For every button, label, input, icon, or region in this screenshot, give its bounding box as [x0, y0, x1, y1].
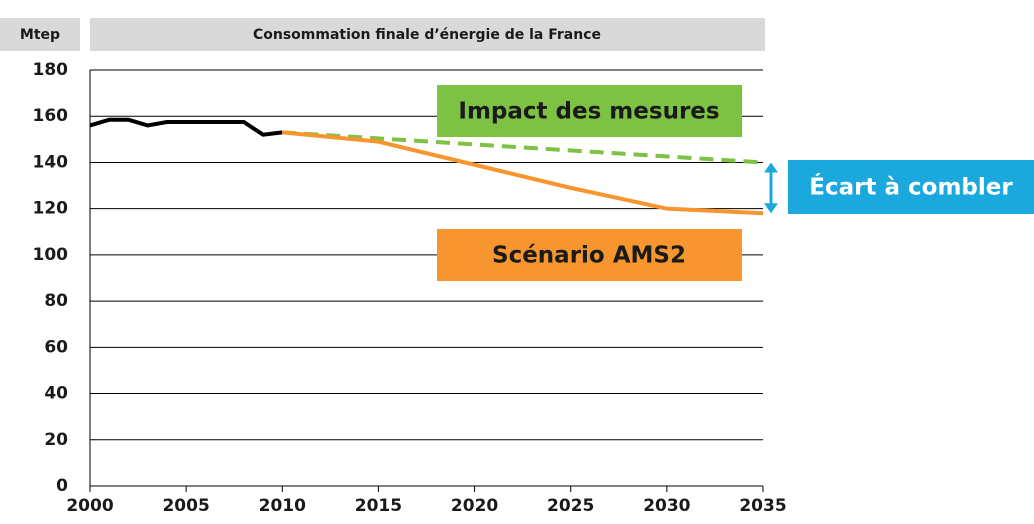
y-tick-label: 160: [33, 106, 69, 126]
y-tick-label: 140: [33, 152, 69, 172]
y-tick-label: 100: [33, 245, 69, 265]
legend-box: [437, 229, 742, 281]
legend-label: Scénario AMS2: [492, 243, 686, 269]
x-tick-label: 2020: [451, 496, 498, 516]
x-tick-label: 2005: [162, 496, 209, 516]
x-tick-label: 2035: [739, 496, 786, 516]
series-line: [89, 117, 283, 137]
legend-label: Impact des mesures: [458, 99, 719, 125]
y-tick-label: 0: [56, 476, 68, 496]
y-tick-label: 180: [33, 60, 69, 80]
x-tick-label: 2025: [547, 496, 594, 516]
arrow-head: [764, 162, 778, 173]
y-tick-label: 60: [44, 337, 68, 357]
y-axis-label: Mtep: [20, 27, 60, 43]
y-tick-label: 20: [44, 430, 68, 450]
series-line: [282, 130, 764, 165]
y-tick-label: 120: [33, 199, 69, 219]
ylabel-box: [0, 18, 80, 51]
title-box: [90, 18, 765, 51]
arrow-head: [764, 203, 778, 214]
annotation-box: [788, 160, 1034, 214]
x-tick-label: 2030: [643, 496, 690, 516]
annotation-label: Écart à combler: [809, 173, 1013, 201]
y-tick-label: 40: [44, 384, 68, 404]
legend-box: [437, 85, 742, 137]
x-tick-label: 2010: [259, 496, 306, 516]
series-line: [282, 130, 764, 216]
chart-title: Consommation finale d’énergie de la Fran…: [253, 27, 601, 43]
y-tick-label: 80: [44, 291, 68, 311]
x-tick-label: 2015: [355, 496, 402, 516]
x-tick-label: 2000: [66, 496, 113, 516]
